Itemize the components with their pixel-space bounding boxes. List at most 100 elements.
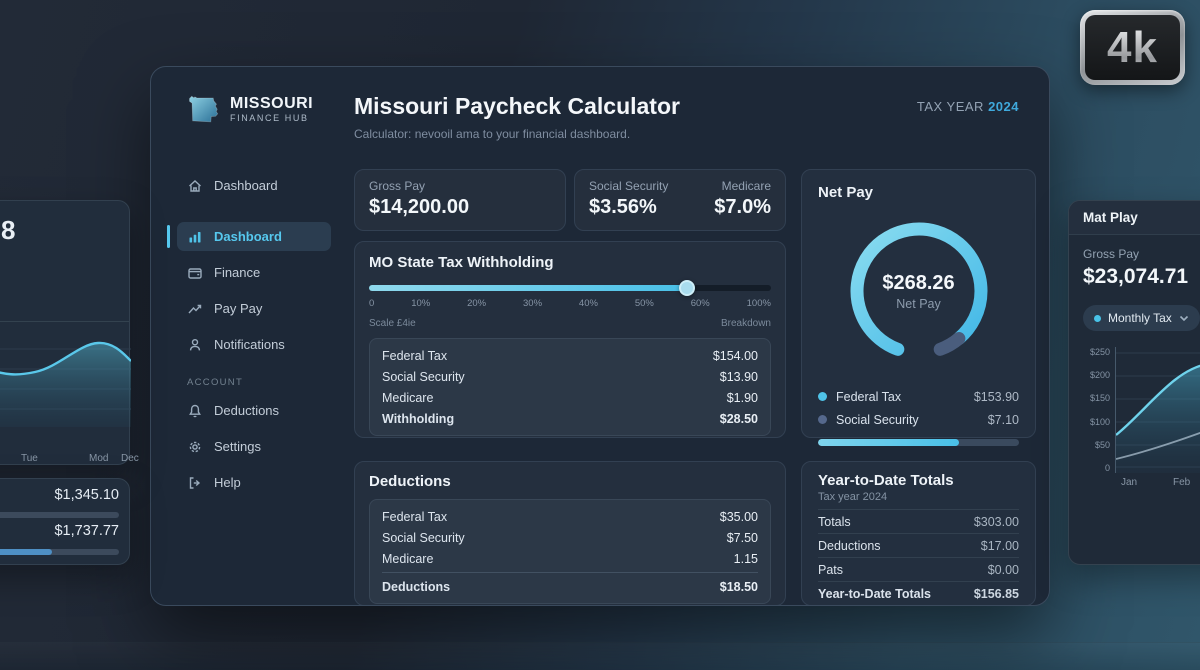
ytd-row: Deductions $17.00 [818, 533, 1019, 557]
sidebar-item-label: Notifications [214, 337, 285, 352]
bottom-shade [0, 642, 1200, 670]
bar-fill [0, 549, 52, 555]
deductions-panel: Federal Tax $35.00 Social Security $7.50… [369, 499, 771, 604]
sidebar-item-deductions[interactable]: Deductions [177, 396, 331, 425]
sidebar-item-pay-pay[interactable]: Pay Pay [177, 294, 331, 323]
legend-federal-tax: Federal Tax $153.90 [818, 385, 1019, 408]
social-security-label: Social Security [589, 179, 669, 193]
deductions-total-row: Deductions $18.50 [382, 576, 758, 597]
right-gross-pay-value: $23,074.71 [1083, 265, 1189, 288]
ytd-subtitle: Tax year 2024 [818, 491, 888, 503]
row-label: Federal Tax [382, 509, 448, 524]
withholding-title: MO State Tax Withholding [369, 254, 554, 271]
x-label: Feb [1173, 477, 1191, 488]
gross-pay-value: $14,200.00 [369, 196, 470, 218]
sidebar-item-help[interactable]: Help [177, 468, 331, 497]
sidebar-item-dashboard-active[interactable]: Dashboard [167, 222, 331, 251]
row-label: Social Security [382, 369, 465, 384]
tick: 30% [523, 298, 543, 309]
y-tick: $100 [1089, 416, 1110, 427]
trend-up-icon [188, 304, 202, 313]
left-x-label: Tue [21, 453, 38, 464]
sidebar-item-dashboard-home[interactable]: Dashboard [177, 171, 331, 200]
row-label: Withholding [382, 411, 455, 426]
scale-label: Scale £4ie [369, 318, 416, 329]
right-gross-pay-label: Gross Pay [1083, 247, 1140, 261]
left-x-label: Mod [89, 453, 109, 464]
sidebar-item-finance[interactable]: Finance [177, 258, 331, 287]
mat-play-panel: Mat Play Gross Pay $23,074.71 Monthly Ta… [1068, 200, 1200, 565]
y-tick: $150 [1089, 393, 1110, 404]
monthly-tax-dropdown[interactable]: Monthly Tax [1083, 305, 1200, 331]
ytd-row: Pats $0.00 [818, 557, 1019, 581]
medicare-label: Medicare [721, 179, 771, 193]
social-security-value: $3.56% [589, 196, 657, 218]
y-tick: 0 [1104, 462, 1110, 473]
medicare-value: $7.0% [714, 196, 771, 218]
breakdown-label: Breakdown [720, 318, 771, 329]
mat-play-title: Mat Play [1069, 201, 1200, 235]
breakdown-row-total: Withholding $28.50 [382, 408, 758, 429]
net-pay-caption: Net Pay [896, 296, 941, 311]
resolution-badge-label: 4k [1107, 22, 1158, 72]
row-label: Social Security [382, 530, 465, 545]
resolution-badge: 4k [1080, 10, 1185, 85]
row-value: $156.85 [973, 586, 1019, 601]
right-chart: $250 $200 $150 $100 $50 0 [1083, 347, 1200, 473]
net-pay-progress [818, 439, 1019, 446]
row-value: $303.00 [973, 514, 1019, 529]
row-value: $17.00 [980, 538, 1019, 553]
gross-pay-card: Gross Pay $14,200.00 [354, 169, 566, 231]
deduction-row: Federal Tax $35.00 [382, 506, 758, 527]
row-value: $35.00 [719, 509, 758, 524]
deduction-row: Medicare 1.15 [382, 548, 758, 569]
tick: 20% [467, 298, 487, 309]
sign-out-icon [189, 476, 201, 489]
person-icon [189, 338, 201, 350]
breakdown-row: Federal Tax $154.00 [382, 345, 758, 366]
row-label: Totals [818, 514, 851, 529]
tick: 50% [634, 298, 654, 309]
row-label: Federal Tax [382, 348, 448, 363]
right-chart-yaxis: $250 $200 $150 $100 $50 0 [1083, 347, 1115, 473]
bar-value: $1,345.10 [54, 487, 119, 503]
right-chart-plot [1115, 347, 1200, 473]
sidebar-item-label: Pay Pay [214, 301, 263, 316]
sidebar-section-account: ACCOUNT [187, 377, 244, 388]
legend-value: $7.10 [987, 412, 1019, 427]
legend-dot-cyan [818, 392, 827, 401]
slider-ticks: 0 10% 20% 30% 40% 50% 60% 100% [369, 298, 771, 309]
deductions-card: Deductions Federal Tax $35.00 Social Sec… [354, 461, 786, 605]
gear-icon [189, 441, 201, 452]
left-partial-chart-panel: 8 Tue Mod Dec [0, 200, 139, 465]
ytd-row: Totals $303.00 [818, 509, 1019, 533]
sidebar-item-label: Deductions [214, 403, 280, 418]
y-tick: $50 [1094, 439, 1110, 450]
bar-value: $1,737.77 [54, 523, 119, 539]
tax-year-label: TAX YEAR [916, 99, 984, 114]
sidebar-item-label: Dashboard [214, 229, 282, 244]
paycheck-calculator-window: MISSOURI FINANCE HUB Missouri Paycheck C… [150, 66, 1050, 606]
brand-tagline: FINANCE HUB [230, 112, 309, 123]
net-pay-amount: $268.26 [882, 271, 955, 294]
sidebar: Dashboard Dashboard Finance Pay Pay [151, 171, 347, 497]
slider-thumb[interactable] [678, 280, 695, 296]
sidebar-item-notifications[interactable]: Notifications [177, 330, 331, 359]
tick: 0 [369, 298, 375, 309]
withholding-slider[interactable] [369, 280, 771, 296]
sidebar-item-label: Finance [214, 265, 261, 280]
row-value: $28.50 [719, 411, 758, 426]
sidebar-item-label: Dashboard [214, 178, 278, 193]
deductions-title: Deductions [369, 473, 451, 490]
breakdown-row: Medicare $1.90 [382, 387, 758, 408]
missouri-state-icon [189, 95, 219, 123]
ytd-card: Year-to-Date Totals Tax year 2024 Totals… [801, 461, 1036, 605]
sidebar-item-settings[interactable]: Settings [177, 432, 331, 461]
page-subtitle: Calculator: nevooil ama to your financia… [354, 127, 631, 141]
left-area-chart [0, 341, 131, 427]
row-value: $154.00 [712, 348, 758, 363]
tick: 60% [690, 298, 710, 309]
ytd-title: Year-to-Date Totals [818, 472, 954, 489]
sidebar-item-label: Help [214, 475, 241, 490]
net-pay-title: Net Pay [818, 184, 874, 201]
